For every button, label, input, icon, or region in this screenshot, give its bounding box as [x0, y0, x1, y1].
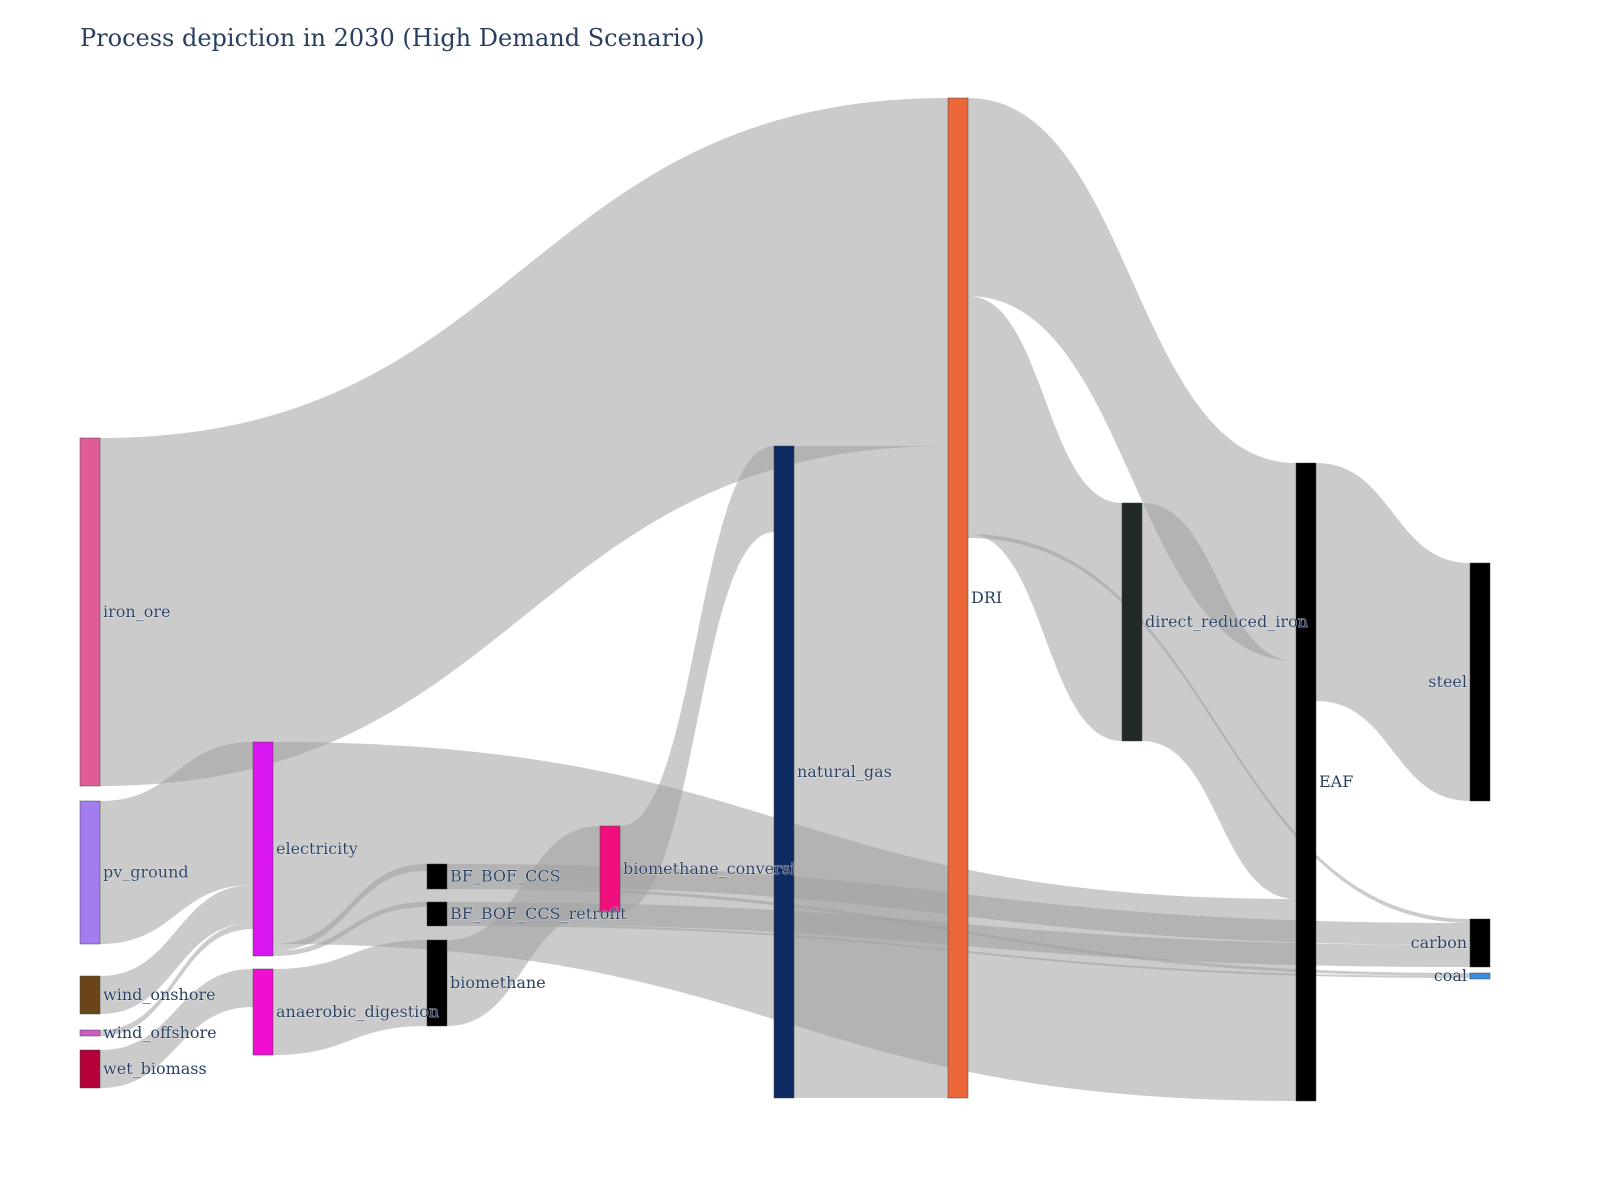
node-steel[interactable]	[1469, 562, 1491, 802]
node-label-coal: coal	[1434, 966, 1467, 985]
node-iron_ore[interactable]	[79, 437, 101, 787]
node-natural_gas[interactable]	[773, 445, 795, 1099]
node-label-biomethane_conversion: biomethane_conversi	[623, 859, 795, 878]
link-natural_gas-to-DRI	[794, 446, 948, 1098]
node-BF_BOF_CCS_retrofit[interactable]	[426, 901, 448, 927]
node-label-BF_BOF_CCS_retrofit: BF_BOF_CCS_retrofit	[450, 904, 627, 923]
node-pv_ground[interactable]	[79, 800, 101, 945]
link-electricity-to-BF_BOF_CCS_retrofit	[273, 902, 427, 956]
node-EAF[interactable]	[1295, 462, 1317, 1102]
node-electricity[interactable]	[252, 741, 274, 957]
link-biomethane-to-biomethane_conversion	[447, 826, 600, 1026]
node-coal[interactable]	[1469, 972, 1491, 980]
node-anaerobic_digestion[interactable]	[252, 968, 274, 1056]
node-label-steel: steel	[1428, 672, 1467, 691]
node-label-electricity: electricity	[276, 839, 358, 858]
node-label-natural_gas: natural_gas	[797, 762, 892, 781]
link-anaerobic_digestion-to-biomethane	[273, 940, 427, 1055]
node-label-pv_ground: pv_ground	[103, 863, 189, 882]
link-wind_offshore-to-electricity	[100, 923, 253, 1036]
link-DRI-to-EAF	[968, 98, 1296, 661]
node-label-BF_BOF_CCS: BF_BOF_CCS	[450, 867, 561, 886]
node-label-DRI: DRI	[971, 588, 1002, 607]
link-biomethane_conversion-to-natural_gas	[620, 446, 774, 912]
node-label-wet_biomass: wet_biomass	[103, 1059, 207, 1078]
node-wind_offshore[interactable]	[79, 1029, 101, 1037]
node-BF_BOF_CCS[interactable]	[426, 863, 448, 890]
node-label-wind_onshore: wind_onshore	[103, 985, 216, 1004]
node-carbon[interactable]	[1469, 918, 1491, 968]
node-direct_reduced_iron[interactable]	[1121, 502, 1143, 742]
link-direct_reduced_iron-to-EAF	[1142, 503, 1296, 899]
link-EAF-to-steel	[1316, 463, 1470, 801]
node-wet_biomass[interactable]	[79, 1049, 101, 1089]
link-wet_biomass-to-anaerobic_digestion	[100, 969, 253, 1088]
node-wind_onshore[interactable]	[79, 975, 101, 1015]
nodes-layer	[79, 97, 1491, 1102]
link-wind_onshore-to-electricity	[100, 885, 253, 1014]
node-biomethane[interactable]	[426, 939, 448, 1027]
chart-title: Process depiction in 2030 (High Demand S…	[80, 24, 705, 52]
link-pv_ground-to-electricity	[100, 742, 253, 944]
node-label-wind_offshore: wind_offshore	[103, 1023, 217, 1042]
node-biomethane_conversion[interactable]	[599, 825, 621, 913]
link-electricity-to-BF_BOF_CCS	[273, 864, 427, 951]
node-label-EAF: EAF	[1319, 772, 1353, 791]
link-DRI-to-direct_reduced_iron	[968, 296, 1122, 741]
node-label-iron_ore: iron_ore	[103, 602, 170, 621]
link-iron_ore-to-DRI	[100, 98, 948, 786]
node-DRI[interactable]	[947, 97, 969, 1099]
node-label-carbon: carbon	[1411, 933, 1467, 952]
node-label-biomethane: biomethane	[450, 973, 546, 992]
node-label-anaerobic_digestion: anaerobic_digestion	[276, 1002, 439, 1021]
labels-layer: iron_ore pv_ground wind_onshore wind_offsho…	[103, 588, 1468, 1079]
node-label-direct_reduced_iron: direct_reduced_iron	[1145, 612, 1308, 631]
links-layer	[100, 98, 1470, 1101]
